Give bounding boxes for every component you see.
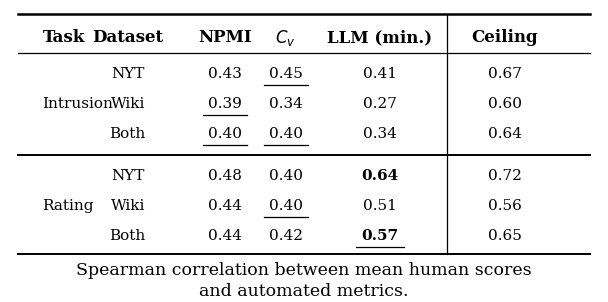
Text: 0.40: 0.40 [269, 199, 303, 213]
Text: Wiki: Wiki [111, 97, 145, 111]
Text: NYT: NYT [111, 169, 144, 183]
Text: $C_v$: $C_v$ [275, 27, 296, 47]
Text: 0.44: 0.44 [208, 229, 242, 243]
Text: 0.42: 0.42 [269, 229, 303, 243]
Text: 0.27: 0.27 [363, 97, 397, 111]
Text: Spearman correlation between mean human scores: Spearman correlation between mean human … [76, 262, 532, 279]
Text: 0.67: 0.67 [488, 67, 522, 81]
Text: 0.45: 0.45 [269, 67, 303, 81]
Text: 0.40: 0.40 [208, 127, 242, 141]
Text: 0.72: 0.72 [488, 169, 522, 183]
Text: NPMI: NPMI [198, 29, 252, 46]
Text: NYT: NYT [111, 67, 144, 81]
Text: Wiki: Wiki [111, 199, 145, 213]
Text: 0.65: 0.65 [488, 229, 522, 243]
Text: 0.39: 0.39 [208, 97, 242, 111]
Text: 0.43: 0.43 [208, 67, 242, 81]
Text: 0.34: 0.34 [269, 97, 303, 111]
Text: 0.41: 0.41 [363, 67, 397, 81]
Text: Both: Both [109, 127, 146, 141]
Text: Ceiling: Ceiling [471, 29, 538, 46]
Text: 0.60: 0.60 [488, 97, 522, 111]
Text: 0.51: 0.51 [363, 199, 397, 213]
Text: Both: Both [109, 229, 146, 243]
Text: 0.64: 0.64 [361, 169, 399, 183]
Text: 0.57: 0.57 [361, 229, 399, 243]
Text: 0.48: 0.48 [208, 169, 242, 183]
Text: 0.44: 0.44 [208, 199, 242, 213]
Text: 0.34: 0.34 [363, 127, 397, 141]
Text: Task: Task [43, 29, 85, 46]
Text: LLM (min.): LLM (min.) [328, 29, 432, 46]
Text: Dataset: Dataset [92, 29, 163, 46]
Text: 0.40: 0.40 [269, 169, 303, 183]
Text: 0.64: 0.64 [488, 127, 522, 141]
Text: Intrusion: Intrusion [43, 97, 114, 111]
Text: 0.40: 0.40 [269, 127, 303, 141]
Text: and automated metrics.: and automated metrics. [199, 283, 409, 300]
Text: Rating: Rating [43, 199, 94, 213]
Text: 0.56: 0.56 [488, 199, 522, 213]
